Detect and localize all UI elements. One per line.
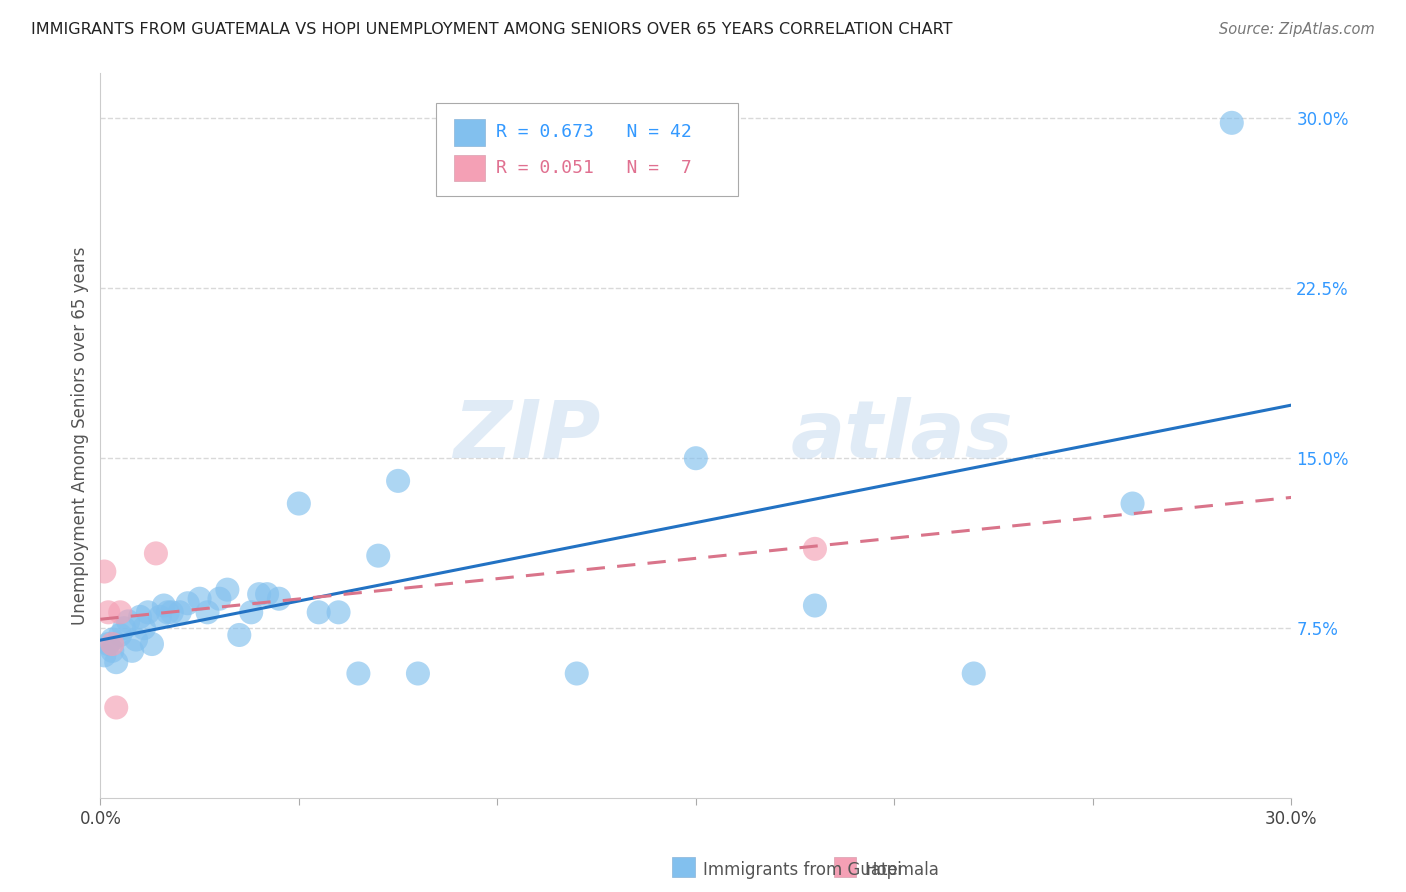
- Point: [125, 632, 148, 647]
- Point: [149, 610, 172, 624]
- Point: [121, 644, 143, 658]
- Point: [105, 700, 128, 714]
- Point: [1122, 497, 1144, 511]
- Point: [117, 615, 139, 629]
- Point: [347, 666, 370, 681]
- Point: [387, 474, 409, 488]
- Point: [188, 591, 211, 606]
- Point: [804, 599, 827, 613]
- Point: [240, 605, 263, 619]
- Point: [108, 628, 131, 642]
- Point: [804, 541, 827, 556]
- Point: [105, 655, 128, 669]
- Point: [112, 621, 135, 635]
- Point: [145, 546, 167, 560]
- Point: [963, 666, 986, 681]
- Point: [101, 644, 124, 658]
- Point: [93, 648, 115, 663]
- Point: [108, 605, 131, 619]
- Text: Hopi: Hopi: [865, 861, 903, 879]
- Point: [176, 596, 198, 610]
- Text: R = 0.673   N = 42: R = 0.673 N = 42: [496, 123, 692, 142]
- Point: [288, 497, 311, 511]
- Point: [156, 605, 179, 619]
- Point: [308, 605, 330, 619]
- Point: [197, 605, 219, 619]
- Point: [247, 587, 270, 601]
- Point: [132, 621, 155, 635]
- Point: [136, 605, 159, 619]
- Point: [208, 591, 231, 606]
- Point: [101, 637, 124, 651]
- Point: [256, 587, 278, 601]
- Y-axis label: Unemployment Among Seniors over 65 years: Unemployment Among Seniors over 65 years: [72, 246, 89, 624]
- Text: ZIP: ZIP: [453, 397, 600, 475]
- Text: R = 0.051   N =  7: R = 0.051 N = 7: [496, 159, 692, 177]
- Point: [565, 666, 588, 681]
- Point: [406, 666, 429, 681]
- Point: [97, 605, 120, 619]
- Point: [367, 549, 389, 563]
- Point: [685, 451, 707, 466]
- Point: [267, 591, 290, 606]
- Point: [101, 632, 124, 647]
- Point: [169, 605, 191, 619]
- Point: [160, 605, 183, 619]
- Point: [141, 637, 163, 651]
- Point: [228, 628, 250, 642]
- Point: [153, 599, 176, 613]
- Point: [93, 565, 115, 579]
- Text: atlas: atlas: [792, 397, 1014, 475]
- Point: [1220, 116, 1243, 130]
- Point: [129, 610, 152, 624]
- Point: [97, 637, 120, 651]
- Text: IMMIGRANTS FROM GUATEMALA VS HOPI UNEMPLOYMENT AMONG SENIORS OVER 65 YEARS CORRE: IMMIGRANTS FROM GUATEMALA VS HOPI UNEMPL…: [31, 22, 952, 37]
- Text: Source: ZipAtlas.com: Source: ZipAtlas.com: [1219, 22, 1375, 37]
- Text: Immigrants from Guatemala: Immigrants from Guatemala: [703, 861, 939, 879]
- Point: [217, 582, 239, 597]
- Point: [328, 605, 350, 619]
